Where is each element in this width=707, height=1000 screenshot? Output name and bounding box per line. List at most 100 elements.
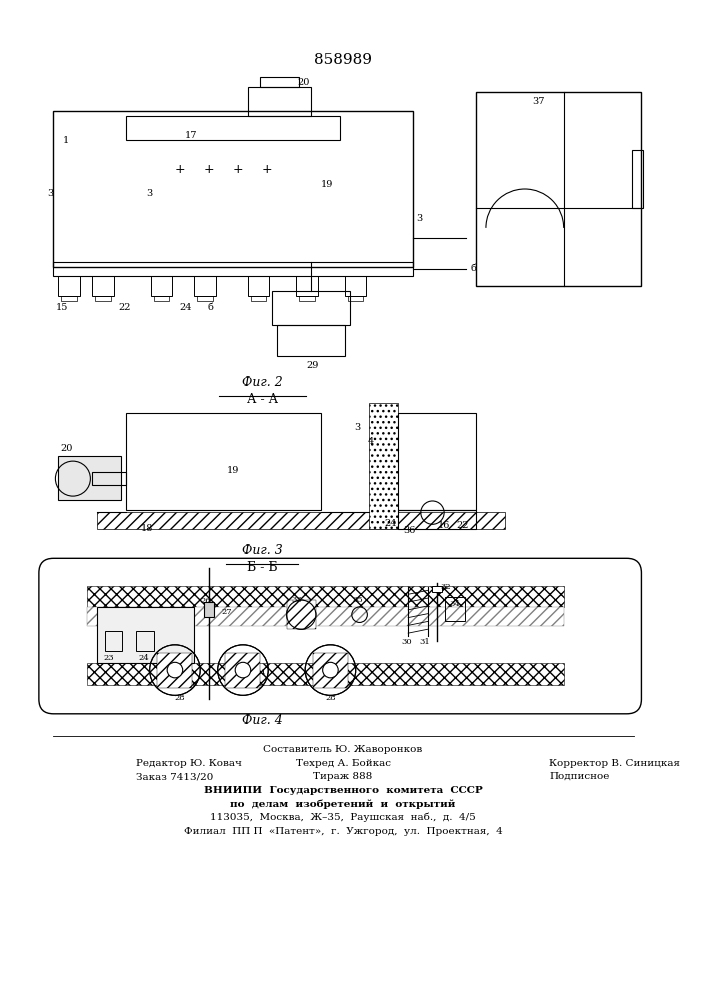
Text: 24: 24	[139, 654, 149, 662]
Bar	[88, 586, 563, 607]
Text: б: б	[207, 303, 213, 312]
Text: 23: 23	[103, 654, 114, 662]
Bar	[399, 510, 477, 529]
Text: 34: 34	[449, 600, 460, 608]
Text: +: +	[262, 163, 273, 176]
Text: 16: 16	[438, 521, 450, 530]
Text: 36: 36	[403, 526, 416, 535]
Bar	[272, 291, 350, 325]
FancyBboxPatch shape	[39, 558, 641, 714]
Text: 35: 35	[352, 596, 363, 604]
Bar	[399, 413, 477, 510]
Text: Тираж 888: Тираж 888	[313, 772, 373, 781]
Text: по  делам  изобретений  и  открытий: по делам изобретений и открытий	[230, 799, 456, 809]
Bar	[632, 150, 643, 208]
Text: 19: 19	[227, 466, 240, 475]
Text: Техред А. Бойкас: Техред А. Бойкас	[296, 759, 390, 768]
Text: Корректор В. Синицкая: Корректор В. Синицкая	[549, 759, 680, 768]
Text: Филиал  ПП П  «Патент»,  г.  Ужгород,  ул.  Проектная,  4: Филиал ПП П «Патент», г. Ужгород, ул. Пр…	[184, 827, 503, 836]
Bar	[54, 111, 413, 267]
Text: +: +	[175, 163, 185, 176]
Text: 17: 17	[185, 131, 197, 140]
Text: 28: 28	[175, 694, 185, 702]
Text: 22: 22	[119, 303, 131, 312]
Bar	[445, 597, 464, 621]
Bar	[248, 87, 311, 116]
Bar	[127, 116, 340, 140]
Text: 22: 22	[457, 521, 469, 530]
Text: 3: 3	[47, 189, 54, 198]
Text: +: +	[204, 163, 214, 176]
Bar	[433, 586, 442, 592]
Text: 113035,  Москва,  Ж–35,  Раушская  наб.,  д.  4/5: 113035, Москва, Ж–35, Раушская наб., д. …	[210, 813, 476, 822]
Bar	[97, 512, 506, 529]
Bar	[477, 92, 641, 286]
Text: 3: 3	[355, 423, 361, 432]
Bar	[58, 456, 122, 500]
Text: Редактор Ю. Ковач: Редактор Ю. Ковач	[136, 759, 242, 768]
Text: 18: 18	[141, 524, 153, 533]
Text: 31: 31	[419, 638, 430, 646]
Bar	[127, 413, 321, 510]
Bar	[153, 296, 169, 301]
Bar	[95, 296, 111, 301]
Text: б: б	[470, 264, 477, 273]
Bar	[58, 276, 80, 296]
Text: 3: 3	[416, 214, 422, 223]
Bar	[88, 607, 563, 626]
Bar	[313, 653, 348, 688]
Text: 28: 28	[325, 694, 336, 702]
Text: +: +	[233, 163, 243, 176]
Bar	[299, 296, 315, 301]
Text: 27: 27	[221, 608, 232, 616]
Text: 1: 1	[63, 136, 69, 145]
Text: ВНИИПИ  Государственного  комитета  СССР: ВНИИПИ Государственного комитета СССР	[204, 786, 482, 795]
Text: 20: 20	[60, 444, 73, 453]
Bar	[93, 276, 114, 296]
Bar	[54, 262, 413, 276]
Text: 24: 24	[180, 303, 192, 312]
Bar	[88, 663, 563, 685]
Text: 19: 19	[321, 180, 333, 189]
Bar	[204, 602, 214, 617]
Text: 4: 4	[259, 669, 265, 677]
Bar	[194, 276, 216, 296]
Text: 30: 30	[401, 638, 411, 646]
Text: 3: 3	[146, 189, 152, 198]
Bar	[226, 653, 260, 688]
Bar	[296, 276, 318, 296]
Bar	[248, 276, 269, 296]
Bar	[345, 276, 366, 296]
Circle shape	[167, 662, 182, 678]
Bar	[260, 77, 299, 87]
Bar	[197, 296, 213, 301]
Bar	[277, 325, 345, 356]
Text: Подписное: Подписное	[549, 772, 609, 781]
Bar	[93, 472, 127, 485]
Text: 33: 33	[291, 596, 302, 604]
Bar	[105, 631, 122, 651]
Text: Фиг. 3: Фиг. 3	[242, 544, 283, 557]
Text: 15: 15	[55, 303, 68, 312]
Text: 4: 4	[368, 437, 373, 446]
Bar	[97, 607, 194, 663]
Circle shape	[235, 662, 251, 678]
Text: 29: 29	[306, 361, 319, 370]
Text: 858989: 858989	[314, 53, 372, 67]
Text: Фиг. 2: Фиг. 2	[242, 376, 283, 389]
Bar	[348, 296, 363, 301]
Circle shape	[322, 662, 338, 678]
Bar	[136, 631, 153, 651]
Bar	[62, 296, 77, 301]
Text: Заказ 7413/20: Заказ 7413/20	[136, 772, 214, 781]
Text: 26: 26	[201, 597, 211, 605]
Text: 20: 20	[298, 78, 310, 87]
Bar	[158, 653, 192, 688]
Bar	[251, 296, 267, 301]
Bar	[287, 600, 316, 629]
Bar	[369, 403, 399, 529]
Text: А - А: А - А	[247, 393, 278, 406]
Text: Фиг. 4: Фиг. 4	[242, 714, 283, 727]
Text: Б - Б: Б - Б	[247, 561, 278, 574]
Text: 37: 37	[532, 97, 545, 106]
